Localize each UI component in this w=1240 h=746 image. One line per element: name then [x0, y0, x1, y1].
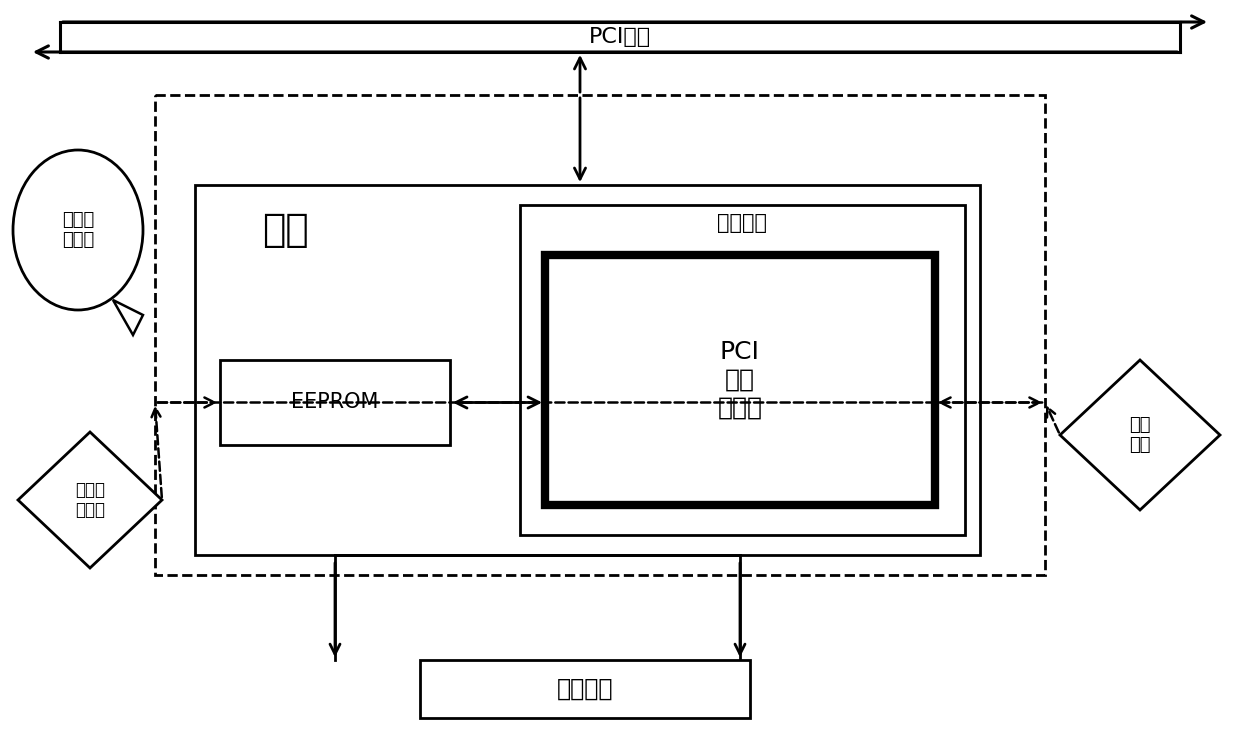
Bar	[219, 360, 450, 445]
Text: PCI
配置
寄存器: PCI 配置 寄存器	[718, 340, 763, 420]
Text: EEPROM: EEPROM	[291, 392, 378, 413]
Polygon shape	[113, 300, 143, 335]
Text: PCI总线: PCI总线	[589, 27, 651, 47]
Polygon shape	[1060, 360, 1220, 510]
Polygon shape	[19, 432, 162, 568]
Text: 模块: 模块	[262, 211, 309, 249]
Text: 读取
属性: 读取 属性	[1130, 416, 1151, 454]
Bar	[546, 255, 935, 505]
Text: 模块识别: 模块识别	[557, 677, 614, 701]
Ellipse shape	[12, 150, 143, 310]
Bar	[420, 660, 750, 718]
Text: 控制芯片: 控制芯片	[718, 213, 768, 233]
Bar	[155, 95, 1045, 575]
Text: 读取设
备串号: 读取设 备串号	[74, 480, 105, 519]
Bar	[520, 205, 965, 535]
Text: 烧写设
备串号: 烧写设 备串号	[62, 210, 94, 249]
Bar	[195, 185, 980, 555]
